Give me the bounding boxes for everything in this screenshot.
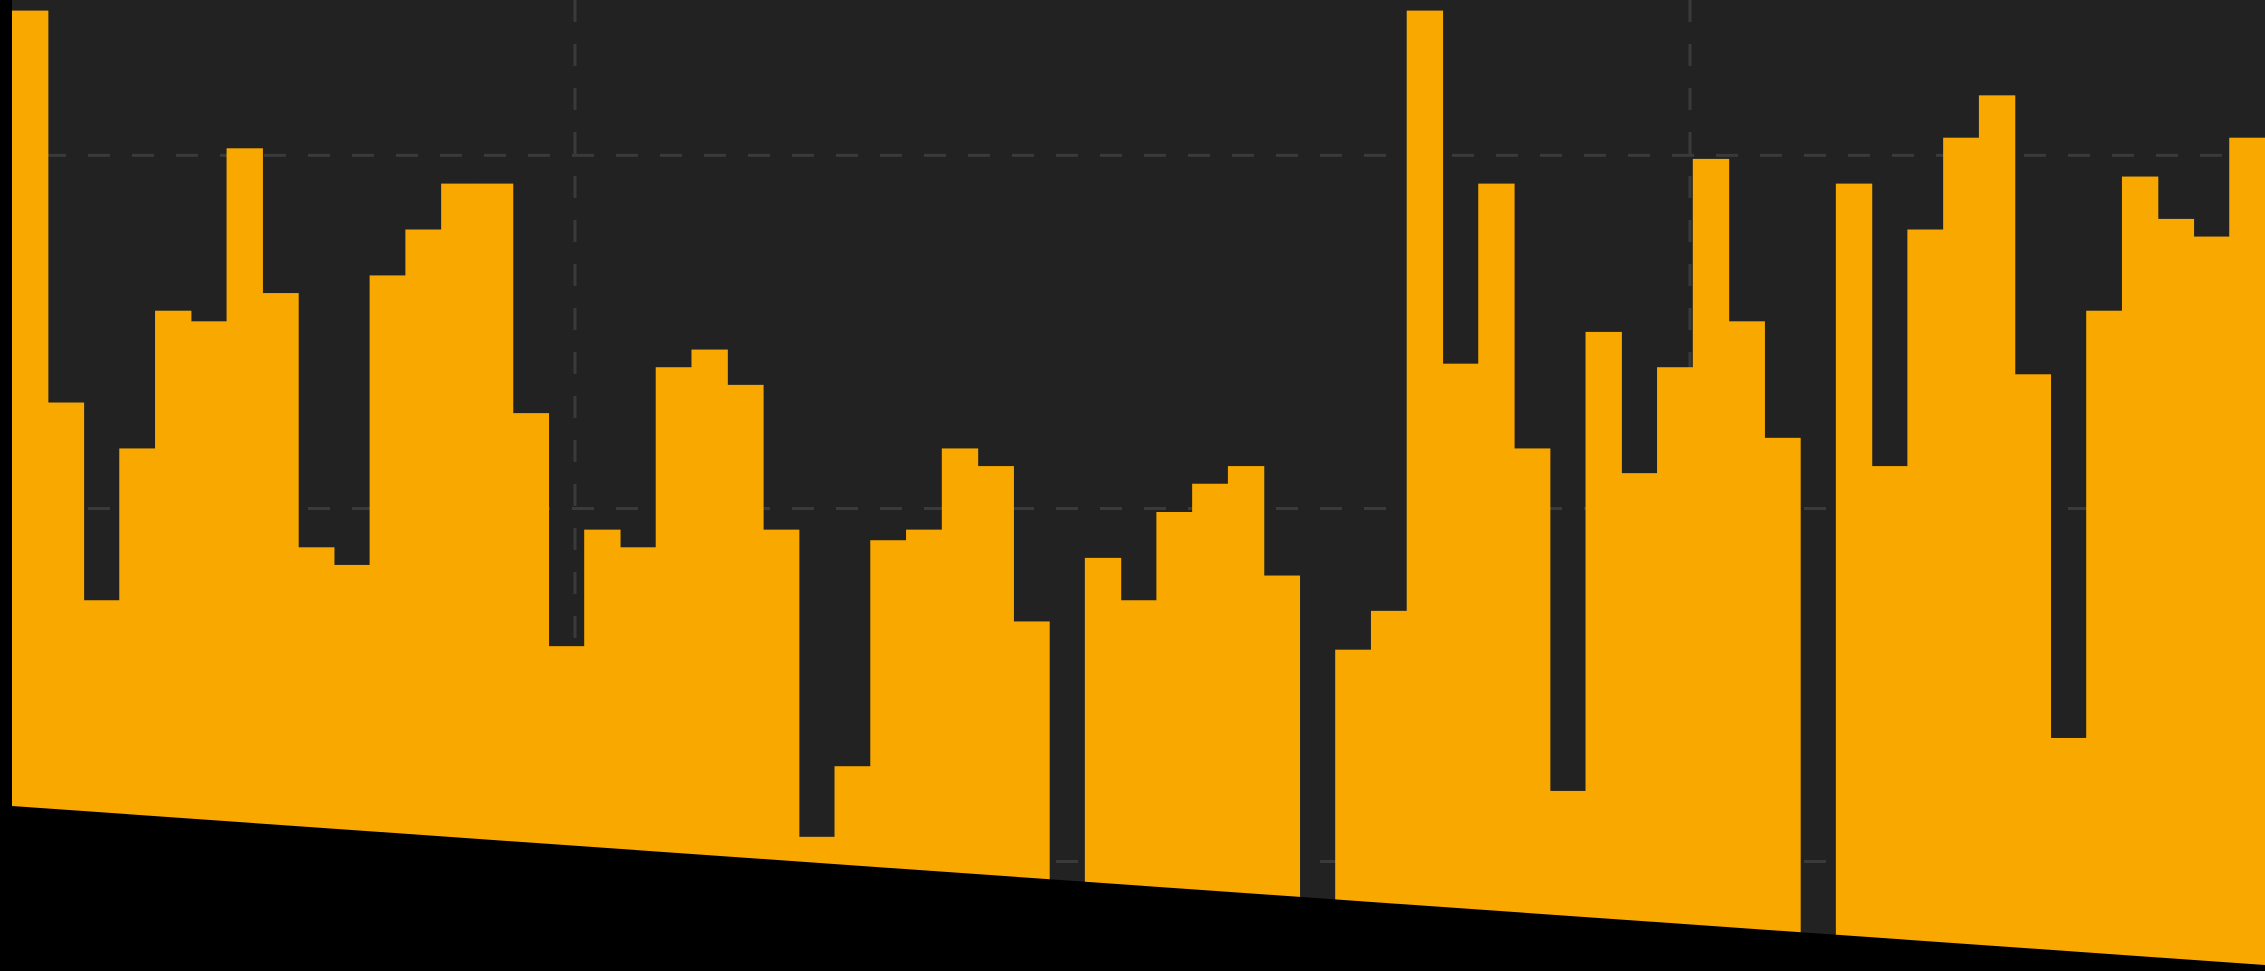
step	[1442, 363, 1479, 971]
step	[2121, 176, 2159, 971]
step	[1657, 367, 1694, 971]
step	[1835, 183, 1873, 971]
step	[2050, 737, 2087, 971]
step	[1907, 229, 1944, 971]
step	[1227, 466, 1265, 971]
step	[2193, 236, 2230, 971]
step	[1871, 466, 1908, 971]
step	[1978, 95, 2016, 971]
step	[2157, 218, 2195, 971]
step	[1514, 448, 1551, 971]
step	[1621, 473, 1658, 971]
step	[2014, 374, 2052, 971]
step	[2086, 310, 2123, 971]
step	[1764, 437, 1801, 971]
step	[1728, 321, 1765, 971]
step	[1692, 158, 1730, 971]
step	[1585, 331, 1622, 971]
series	[12, 10, 2265, 971]
step	[1478, 183, 1515, 971]
step	[1943, 137, 1980, 971]
step	[1406, 10, 1444, 971]
step	[2229, 137, 2265, 971]
